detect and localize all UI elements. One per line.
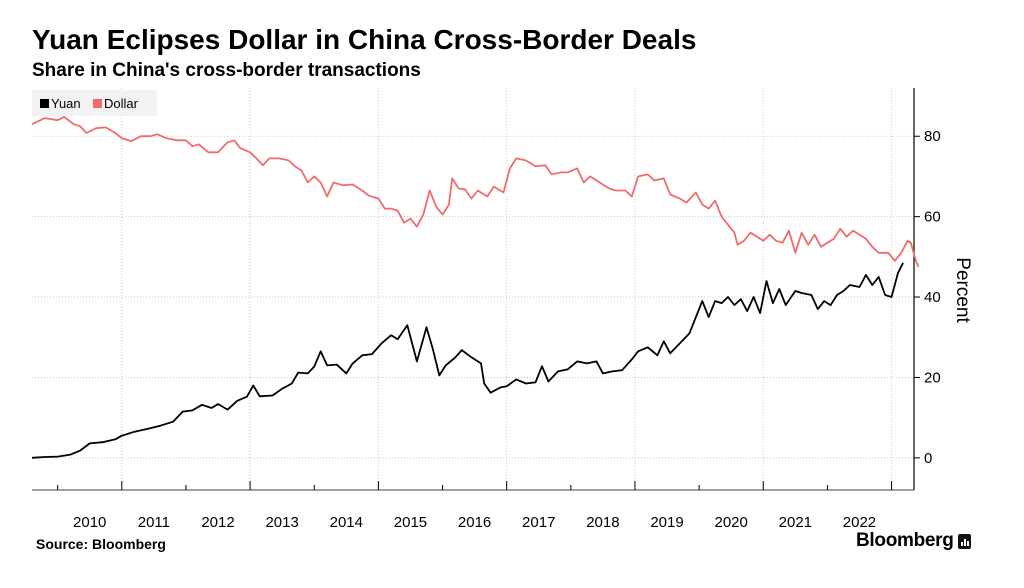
x-tick-label: 2021 bbox=[779, 514, 812, 531]
legend-swatch-dollar bbox=[93, 99, 102, 108]
x-tick-label: 2020 bbox=[714, 514, 747, 531]
y-tick-label: 40 bbox=[924, 289, 941, 306]
x-tick-label: 2022 bbox=[843, 514, 876, 531]
y-tick-label: 20 bbox=[924, 369, 941, 386]
x-tick-label: 2015 bbox=[394, 514, 427, 531]
legend-label-yuan: Yuan bbox=[51, 96, 81, 111]
chart-subtitle: Share in China's cross-border transactio… bbox=[32, 60, 421, 81]
x-tick-label: 2018 bbox=[586, 514, 619, 531]
brand-logo: Bloomberg bbox=[856, 530, 971, 552]
x-tick-label: 2012 bbox=[201, 514, 234, 531]
x-tick-label: 2013 bbox=[265, 514, 298, 531]
series-line-yuan bbox=[31, 262, 904, 459]
x-tick-label: 2010 bbox=[73, 514, 106, 531]
x-tick-label: 2016 bbox=[458, 514, 491, 531]
y-tick-label: 60 bbox=[924, 209, 941, 226]
y-axis-label: Percent bbox=[952, 257, 973, 323]
y-tick-label: 0 bbox=[924, 450, 932, 467]
x-tick-label: 2017 bbox=[522, 514, 555, 531]
chart-title: Yuan Eclipses Dollar in China Cross-Bord… bbox=[32, 24, 697, 55]
source-note: Source: Bloomberg bbox=[36, 536, 166, 552]
legend-swatch-yuan bbox=[40, 99, 49, 108]
x-tick-label: 2011 bbox=[138, 514, 170, 531]
legend-label-dollar: Dollar bbox=[104, 96, 139, 111]
brand-name: Bloomberg bbox=[856, 530, 954, 551]
y-tick-label: 80 bbox=[924, 128, 941, 145]
bloomberg-chart-icon bbox=[957, 533, 971, 549]
x-tick-label: 2014 bbox=[330, 514, 363, 531]
x-tick-label: 2019 bbox=[650, 514, 683, 531]
series-line-dollar bbox=[31, 116, 920, 268]
